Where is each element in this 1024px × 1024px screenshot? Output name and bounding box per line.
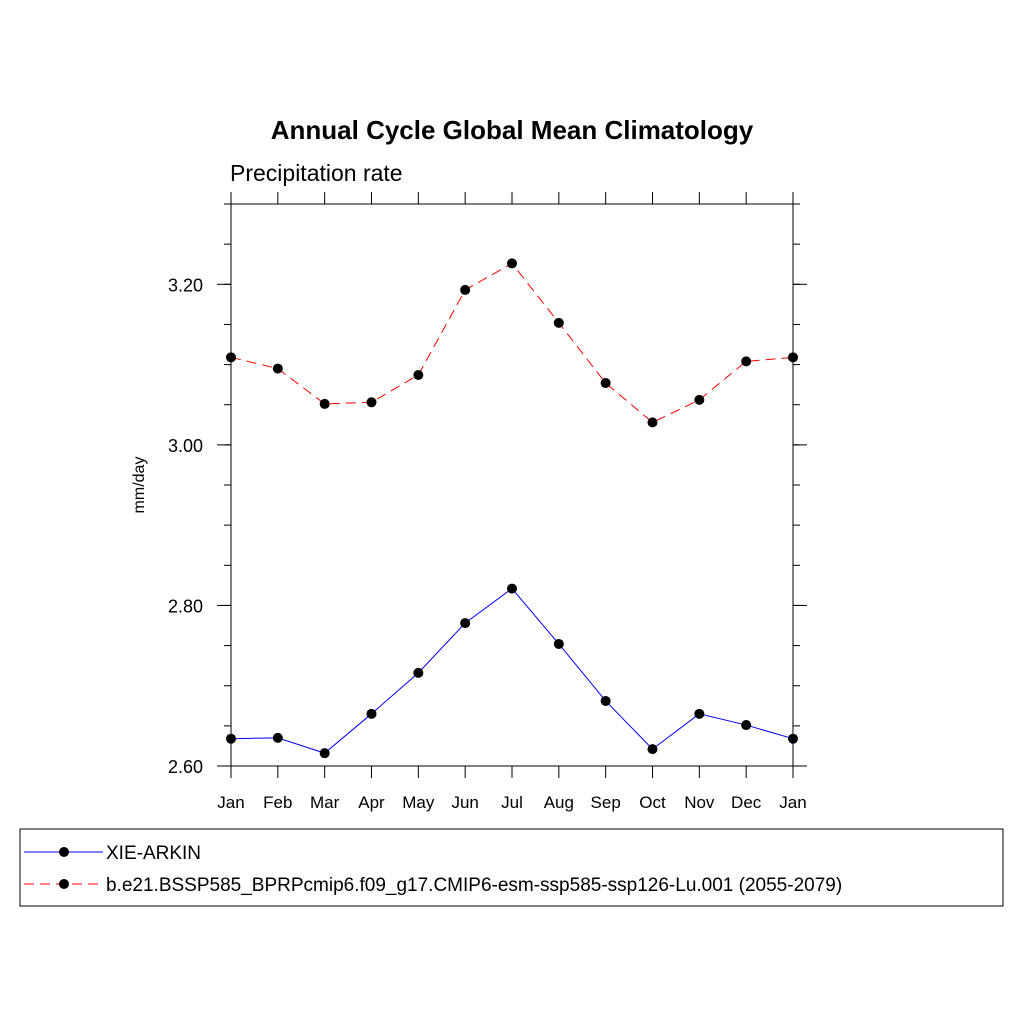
x-tick-label: Sep xyxy=(591,793,621,812)
x-tick-label: Jan xyxy=(779,793,806,812)
x-tick-label: Jan xyxy=(217,793,244,812)
series-0-point xyxy=(272,732,283,743)
series-0-point xyxy=(413,667,424,678)
x-tick-label: Feb xyxy=(263,793,292,812)
series-1-point xyxy=(272,363,283,374)
series-0-point xyxy=(553,638,564,649)
series-1-point xyxy=(366,397,377,408)
series-0-point xyxy=(319,748,330,759)
series-1-point xyxy=(647,417,658,428)
series-0-point xyxy=(788,733,798,744)
x-tick-label: Jul xyxy=(501,793,523,812)
chart-subtitle: Precipitation rate xyxy=(230,160,403,186)
series-1-point xyxy=(226,352,236,363)
x-tick-label: Dec xyxy=(731,793,762,812)
x-tick-label: Aug xyxy=(544,793,574,812)
legend-entry-0: XIE-ARKIN xyxy=(106,843,201,864)
series-0-point xyxy=(460,618,471,629)
series-0-point xyxy=(741,720,752,731)
legend-marker-0 xyxy=(59,847,69,857)
x-tick-label: Jun xyxy=(451,793,478,812)
series-line-1 xyxy=(230,262,794,423)
series-0-point xyxy=(694,708,705,719)
legend-marker-1 xyxy=(59,879,69,889)
x-tick-label: Oct xyxy=(639,793,666,812)
y-tick-label: 2.60 xyxy=(168,757,203,777)
series-1-point xyxy=(319,398,330,409)
series-1-point xyxy=(788,352,798,363)
plot-area: Jan Feb Mar Apr May Jun Jul Aug Sep Oct Nov Dec Jan 2… xyxy=(168,192,807,812)
series-1-point xyxy=(460,284,471,295)
series-1-point xyxy=(553,317,564,328)
y-tick-label: 3.00 xyxy=(168,436,203,456)
series-0-point xyxy=(507,583,517,594)
series-0-point xyxy=(366,708,377,719)
series-line-0 xyxy=(230,587,794,754)
plot-frame xyxy=(230,203,794,767)
chart-title: Annual Cycle Global Mean Climatology xyxy=(271,115,754,145)
series-0-point xyxy=(226,733,236,744)
y-tick-label: 2.80 xyxy=(168,596,203,616)
series-1-point xyxy=(600,378,611,389)
series-1-point xyxy=(741,356,752,367)
x-tick-label: Apr xyxy=(358,793,385,812)
series-0-point xyxy=(647,744,658,755)
legend-entry-1: b.e21.BSSP585_BPRPcmip6.f09_g17.CMIP6-es… xyxy=(106,875,842,896)
series-0-point xyxy=(600,695,611,706)
y-axis-label: mm/day xyxy=(131,457,148,514)
legend-box xyxy=(19,828,1004,907)
series-1-point xyxy=(507,258,517,269)
x-tick-label: May xyxy=(402,793,435,812)
series-1-point xyxy=(413,370,424,381)
y-tick-label: 3.20 xyxy=(168,275,203,295)
series-1-point xyxy=(694,394,705,405)
x-tick-label: Nov xyxy=(684,793,715,812)
x-tick-label: Mar xyxy=(310,793,340,812)
legend: XIE-ARKIN b.e21.BSSP585_BPRPcmip6.f09_g17… xyxy=(19,828,1004,907)
